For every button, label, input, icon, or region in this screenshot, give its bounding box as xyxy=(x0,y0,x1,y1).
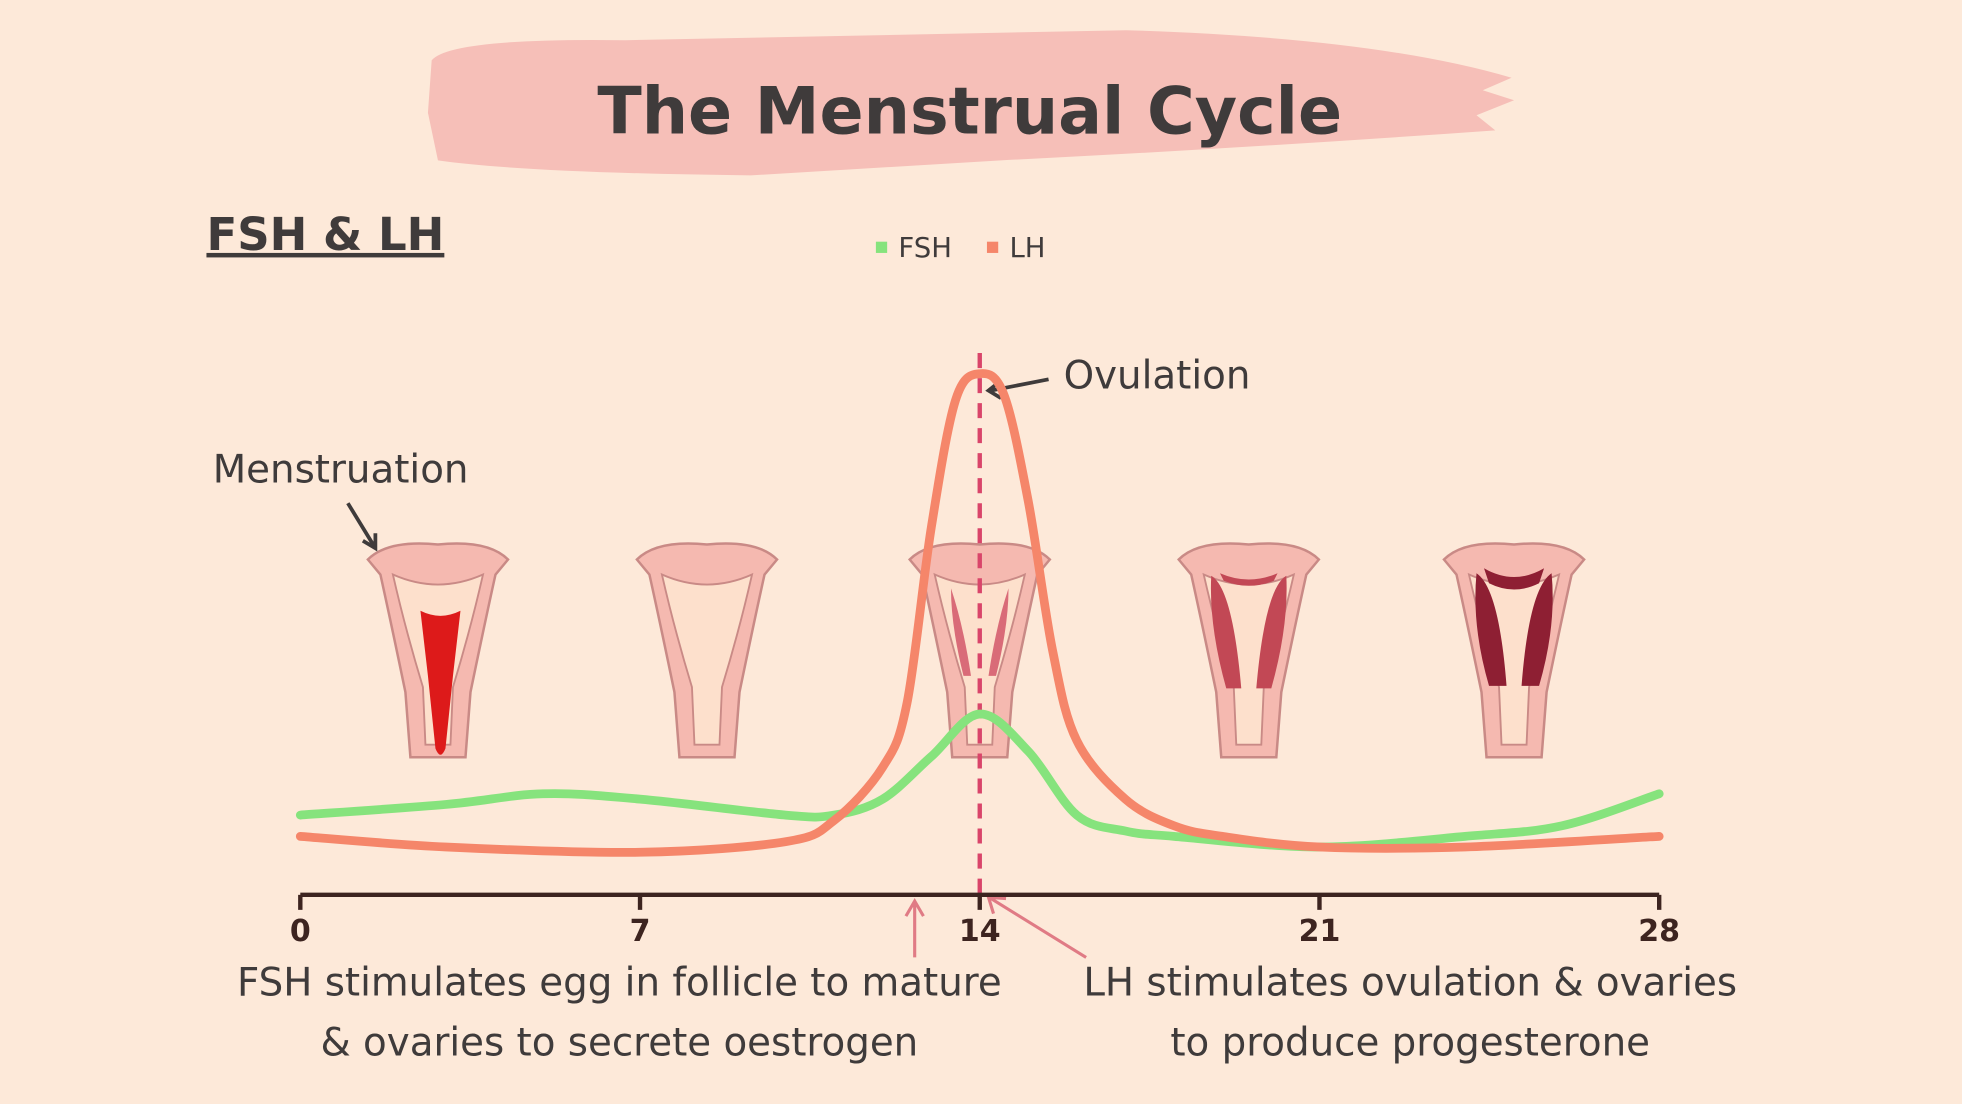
menstruation-label: Menstruation xyxy=(213,447,469,492)
caption: to produce progesterone xyxy=(1170,1021,1650,1066)
legend-label: LH xyxy=(1009,232,1045,264)
title-brush xyxy=(427,30,1515,176)
x-tick-label: 0 xyxy=(290,914,311,949)
chart-title: The Menstrual Cycle xyxy=(597,74,1342,149)
caption: LH stimulates ovulation & ovaries xyxy=(1083,960,1737,1005)
caption: & ovaries to secrete oestrogen xyxy=(321,1021,919,1066)
series-line xyxy=(295,709,1664,852)
x-tick-label: 7 xyxy=(630,914,651,949)
legend-swatch xyxy=(875,241,888,253)
legend-label: FSH xyxy=(898,232,951,264)
menstruation-arrow xyxy=(346,502,378,552)
subtitle: FSH & LH xyxy=(206,208,444,261)
legend-swatch xyxy=(986,241,999,253)
uterus-illustrations xyxy=(366,542,1586,759)
series-line xyxy=(295,369,1664,857)
ovulation-label: Ovulation xyxy=(1064,354,1251,399)
fsh-arrow xyxy=(904,898,925,958)
x-tick-label: 14 xyxy=(959,914,1001,949)
x-tick-label: 28 xyxy=(1638,914,1680,949)
lh-arrow xyxy=(986,895,1087,959)
x-tick-label: 21 xyxy=(1299,914,1341,949)
caption: FSH stimulates egg in follicle to mature xyxy=(237,960,1002,1005)
